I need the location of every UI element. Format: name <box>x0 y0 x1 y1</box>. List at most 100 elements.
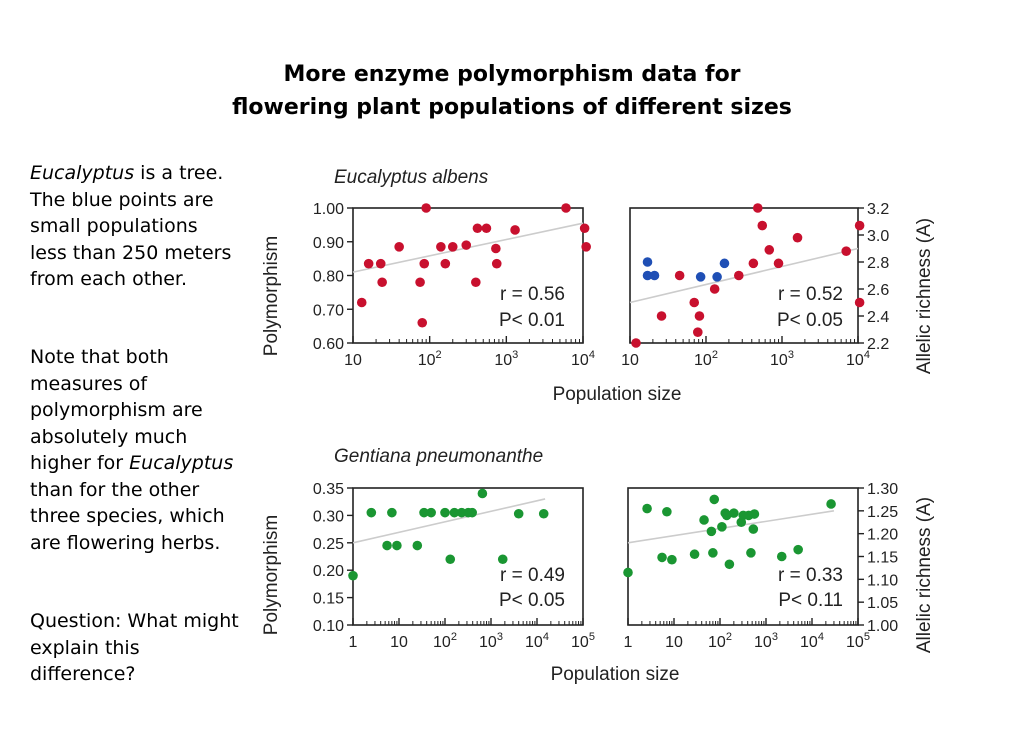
data-point <box>387 507 397 518</box>
data-point <box>477 488 488 499</box>
data-point <box>656 311 667 321</box>
data-point <box>667 554 677 565</box>
data-point <box>649 270 660 281</box>
x-tick-label: 102 <box>433 631 457 651</box>
data-point <box>412 540 423 551</box>
data-point <box>752 203 763 213</box>
data-point <box>748 524 759 534</box>
y-tick-label: 1.00 <box>867 618 898 635</box>
data-point <box>392 540 402 551</box>
y-tick-label: 1.10 <box>867 572 898 589</box>
y-axis-label-left-bottom: Polymorphism <box>261 515 282 635</box>
genus-name: Eucalyptus <box>30 162 135 184</box>
stat-p: P< 0.01 <box>499 310 565 331</box>
data-point <box>854 220 865 231</box>
data-point <box>421 203 431 213</box>
y-tick-label: 3.2 <box>867 201 889 218</box>
data-point <box>579 223 590 234</box>
data-point <box>712 272 722 282</box>
data-point <box>657 552 667 563</box>
data-point <box>513 508 524 519</box>
data-point <box>792 232 803 243</box>
x-tick-label: 105 <box>846 631 870 651</box>
trend-line <box>629 247 859 304</box>
data-point <box>467 507 477 518</box>
data-point <box>440 507 450 518</box>
data-point <box>689 297 700 308</box>
x-tick-exponent: 2 <box>712 349 718 361</box>
data-point <box>746 548 756 558</box>
data-point <box>538 508 549 519</box>
data-point <box>674 270 685 281</box>
data-point <box>841 246 852 256</box>
x-tick-exponent: 2 <box>451 631 457 643</box>
x-tick-exponent: 4 <box>864 349 870 361</box>
y-tick-label: 2.2 <box>867 336 889 353</box>
data-point <box>472 223 483 234</box>
data-point <box>724 559 735 570</box>
x-tick-label: 105 <box>571 631 595 651</box>
note-question: Question: What might explain this differ… <box>30 608 240 688</box>
y-axis-label-right-bottom: Allelic richness (A) <box>914 497 935 653</box>
data-point <box>642 503 652 514</box>
plot-frame <box>629 207 859 344</box>
data-point <box>449 507 460 518</box>
x-tick-exponent: 5 <box>864 631 870 643</box>
data-point <box>749 509 760 519</box>
trend-line <box>627 510 835 544</box>
x-tick-label: 103 <box>754 631 778 651</box>
data-point <box>689 549 700 560</box>
y-tick-label: 0.80 <box>313 269 344 286</box>
y-tick-label: 0.90 <box>313 235 344 252</box>
data-point <box>733 270 744 281</box>
data-point <box>461 240 472 250</box>
y-tick-label: 3.0 <box>867 228 889 245</box>
y-tick-label: 0.30 <box>313 508 344 525</box>
x-tick-label: 102 <box>418 349 442 369</box>
y-tick-label: 0.10 <box>313 618 344 635</box>
x-tick-label: 103 <box>494 349 518 369</box>
x-tick-exponent: 3 <box>512 349 518 361</box>
species-title-bottom: Gentiana pneumonanthe <box>334 446 543 467</box>
data-point <box>764 245 775 255</box>
data-point <box>692 327 703 338</box>
y-tick-label: 2.4 <box>867 309 889 326</box>
data-point <box>695 272 706 282</box>
data-point <box>447 242 458 252</box>
x-tick-exponent: 5 <box>589 631 595 643</box>
x-tick-label: 104 <box>800 631 824 651</box>
y-tick-label: 1.20 <box>867 527 898 544</box>
data-point <box>694 311 705 321</box>
y-axis-label-right-top: Allelic richness (A) <box>914 218 935 374</box>
x-tick-label: 10 <box>621 352 639 369</box>
x-tick-label: 104 <box>525 631 549 651</box>
y-tick-label: 0.70 <box>313 302 344 319</box>
data-point <box>377 277 387 288</box>
data-point <box>417 317 428 328</box>
data-point <box>581 242 591 252</box>
data-point <box>419 507 429 518</box>
data-point <box>445 554 456 565</box>
data-point <box>356 297 367 308</box>
x-tick-exponent: 4 <box>589 349 595 361</box>
stat-r: r = 0.52 <box>778 284 843 305</box>
data-point <box>642 257 653 267</box>
data-point <box>773 258 784 269</box>
data-point <box>426 507 436 518</box>
x-tick-label: 102 <box>694 349 718 369</box>
data-point <box>699 515 709 525</box>
stat-r: r = 0.33 <box>778 565 843 586</box>
y-tick-label: 2.8 <box>867 255 889 272</box>
data-point <box>436 242 446 252</box>
page-title-line-2: flowering plant populations of different… <box>232 95 792 120</box>
data-point <box>481 223 492 234</box>
question-text: Question: What might explain this differ… <box>30 610 239 685</box>
data-point <box>491 258 502 269</box>
x-tick-exponent: 4 <box>543 631 549 643</box>
x-tick-label: 10 <box>665 634 683 651</box>
data-point <box>440 258 451 269</box>
stat-r: r = 0.49 <box>500 565 565 586</box>
note-comparison: Note that both measures of polymorphism … <box>30 344 240 556</box>
data-point <box>662 506 672 517</box>
